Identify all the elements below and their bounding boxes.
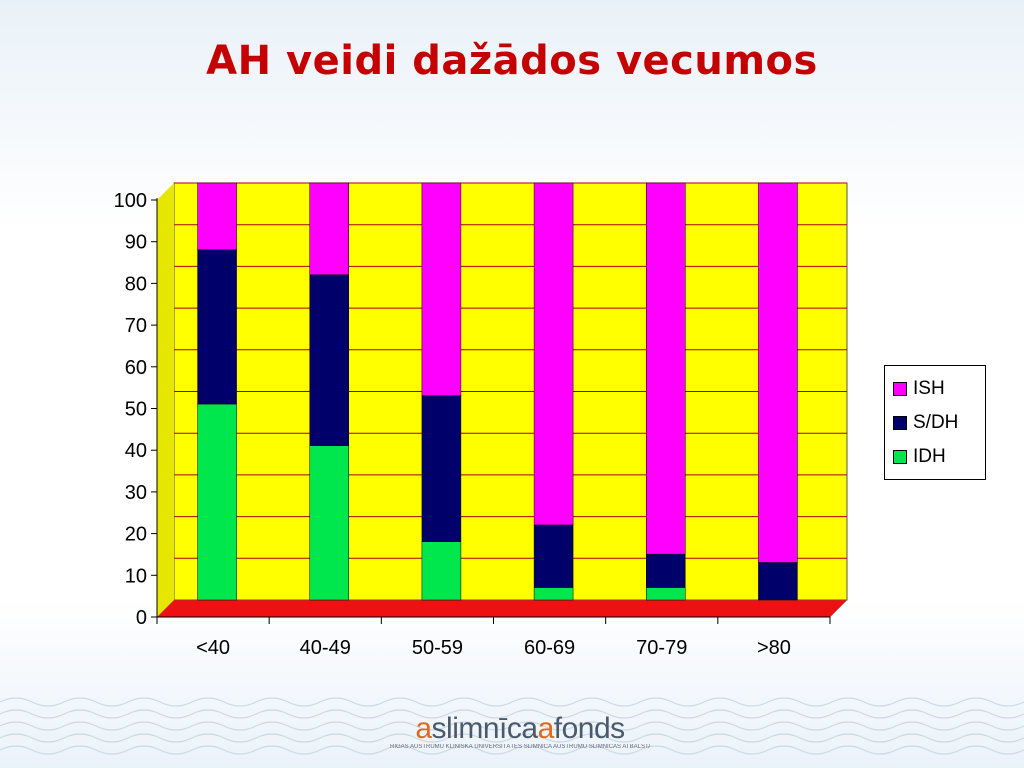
bar-segment (533, 587, 574, 601)
y-tick-label: 100 (114, 190, 147, 212)
logo-letter-a-2: a (537, 712, 555, 745)
y-tick-label: 0 (136, 607, 147, 629)
x-tick-label: 40-49 (300, 637, 351, 659)
y-tick-label: 80 (125, 273, 147, 295)
logo-letter-a: a (415, 712, 432, 745)
legend-item-ish: ISH (893, 372, 985, 406)
bar-segment (421, 395, 462, 542)
bar-segment (421, 541, 462, 601)
bar-segment (197, 182, 237, 250)
legend-item-idh: IDH (893, 440, 985, 474)
logo-wordmark: aslimnīcaafonds (390, 712, 650, 746)
y-tick-label: 40 (125, 440, 147, 462)
footer-wave-decoration (0, 697, 1024, 755)
bar-segment (197, 249, 237, 405)
bar-segment (309, 274, 349, 446)
bar-segment (309, 182, 349, 275)
y-tick-label: 20 (125, 524, 147, 546)
logo-subtext: RĪGAS AUSTRUMU KLĪNISKĀ UNIVERSITĀTES SL… (390, 744, 650, 750)
legend-item-sdh: S/DH (893, 406, 985, 440)
y-tick-label: 90 (125, 232, 147, 254)
legend-label-sdh: S/DH (913, 412, 959, 433)
chart-legend: ISH S/DH IDH (884, 365, 986, 480)
chart-side-wall (157, 183, 174, 617)
y-tick-label: 50 (125, 399, 147, 421)
footer-logo: aslimnīcaafonds RĪGAS AUSTRUMU KLĪNISKĀ … (390, 712, 650, 750)
x-tick-label: 60-69 (524, 637, 575, 659)
bar-segment (533, 182, 574, 526)
x-tick-label: >80 (757, 637, 791, 659)
bar-segment (646, 182, 686, 555)
slide-title: AH veidi dažādos vecumos (206, 38, 818, 84)
chart-floor (156, 599, 848, 618)
y-tick-label: 30 (125, 482, 147, 504)
legend-swatch-idh (893, 450, 907, 464)
bar-segment (197, 403, 237, 601)
bar-segment (758, 562, 798, 601)
y-tick-label: 70 (125, 315, 147, 337)
bar-segment (758, 182, 798, 563)
legend-swatch-sdh (893, 416, 907, 430)
legend-label-ish: ISH (913, 378, 945, 399)
legend-swatch-ish (893, 382, 907, 396)
bar-segment (646, 553, 686, 588)
y-tick-label: 10 (125, 565, 147, 587)
bar-segment (421, 182, 462, 396)
bar-segment (533, 524, 574, 588)
logo-word-slimnica: slimnīca (431, 712, 539, 745)
x-tick-label: 50-59 (412, 637, 463, 659)
bar-segment (646, 587, 686, 601)
legend-label-idh: IDH (913, 446, 946, 467)
bar-segment (309, 445, 349, 601)
y-tick-label: 60 (125, 357, 147, 379)
x-tick-label: 70-79 (636, 637, 687, 659)
logo-word-fonds: fonds (553, 712, 625, 745)
x-tick-label: <40 (196, 637, 230, 659)
